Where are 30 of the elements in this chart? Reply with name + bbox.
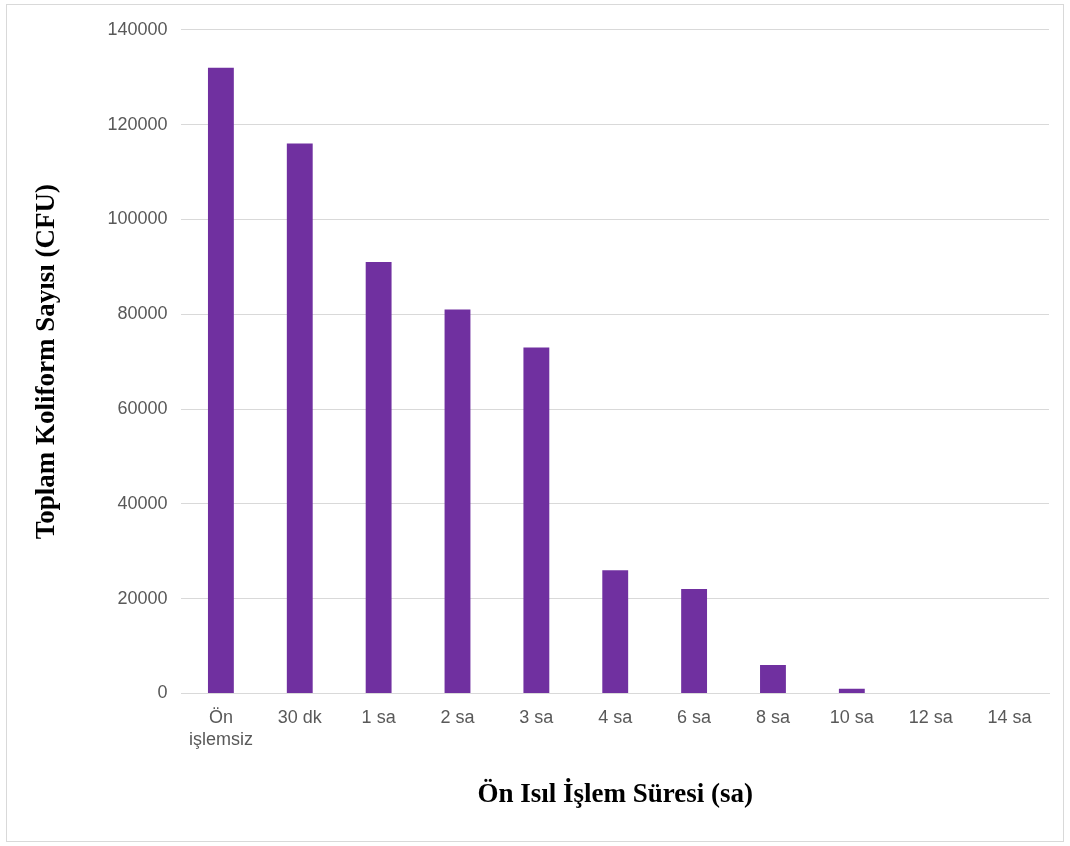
y-tick-label: 60000: [117, 397, 168, 418]
bar: [838, 688, 865, 693]
x-tick-label: 30 dk: [277, 707, 323, 728]
y-tick-label: 80000: [117, 303, 168, 324]
x-axis-title: Ön Isıl İşlem Süresi (sa): [477, 777, 754, 808]
y-tick-label: 0: [157, 682, 168, 703]
x-tick-label: 14 sa: [987, 707, 1033, 728]
y-tick-label: 120000: [107, 113, 168, 134]
bar: [760, 664, 786, 693]
bar: [286, 143, 313, 693]
x-tick-label: 12 sa: [908, 707, 954, 728]
bar: [365, 262, 392, 693]
x-tick-label: 2 sa: [440, 707, 476, 728]
x-tick-label: 6 sa: [677, 707, 713, 728]
y-tick-label: 100000: [107, 208, 168, 229]
x-tick-label: 3 sa: [519, 707, 555, 728]
bar: [523, 347, 550, 693]
x-tick-label: 10 sa: [829, 707, 875, 728]
bar: [444, 309, 471, 693]
x-tick-label: 8 sa: [755, 707, 791, 728]
x-tick-label: Ön işlemsiz: [188, 707, 253, 749]
y-tick-label: 20000: [117, 587, 168, 608]
bar: [681, 589, 708, 693]
y-tick-label: 140000: [107, 18, 168, 39]
y-axis-title: Toplam Koliform Sayısı (CFU): [30, 183, 61, 540]
x-tick-label: 1 sa: [361, 707, 397, 728]
y-tick-label: 40000: [117, 492, 168, 513]
bar: [207, 67, 234, 693]
x-tick-label: 4 sa: [598, 707, 634, 728]
bar: [602, 570, 629, 693]
